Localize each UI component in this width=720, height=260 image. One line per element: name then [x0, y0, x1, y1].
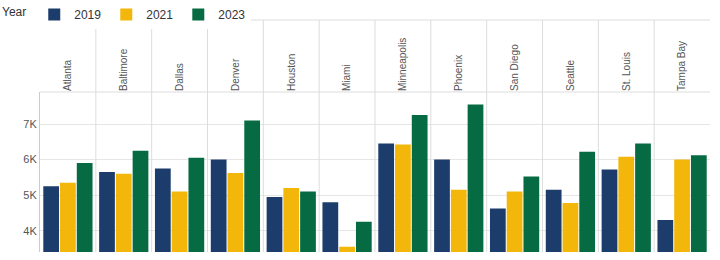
- svg-text:Baltimore: Baltimore: [118, 48, 129, 91]
- svg-text:Phoenix: Phoenix: [453, 55, 464, 91]
- svg-text:Year: Year: [2, 5, 26, 19]
- svg-text:2019: 2019: [74, 8, 101, 22]
- svg-text:Minneapolis: Minneapolis: [397, 38, 408, 91]
- svg-text:Dallas: Dallas: [174, 63, 185, 91]
- svg-text:St. Louis: St. Louis: [621, 52, 632, 91]
- svg-text:Denver: Denver: [230, 58, 241, 91]
- svg-text:Tampa Bay: Tampa Bay: [676, 41, 687, 91]
- svg-text:2023: 2023: [218, 8, 245, 22]
- svg-text:4K: 4K: [23, 225, 37, 237]
- svg-text:7K: 7K: [23, 118, 37, 130]
- svg-text:2021: 2021: [146, 8, 173, 22]
- svg-text:Atlanta: Atlanta: [62, 59, 73, 91]
- svg-text:5K: 5K: [23, 189, 37, 201]
- svg-text:Houston: Houston: [286, 54, 297, 91]
- svg-text:Seattle: Seattle: [565, 59, 576, 91]
- svg-text:6K: 6K: [23, 153, 37, 165]
- svg-text:Miami: Miami: [341, 64, 352, 91]
- svg-text:San Diego: San Diego: [509, 44, 520, 91]
